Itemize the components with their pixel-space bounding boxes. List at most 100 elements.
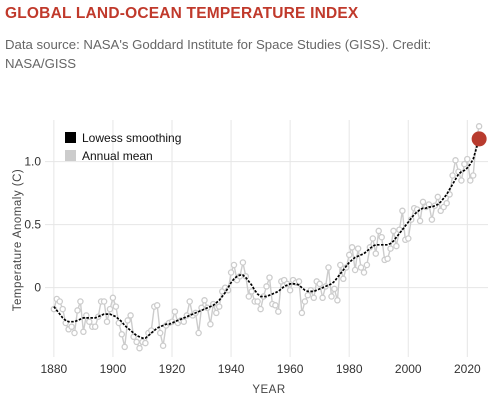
annual-mean-point[interactable] [103,318,111,325]
annual-mean-point[interactable] [340,275,347,283]
annual-mean-point[interactable] [83,312,90,319]
annual-mean-point[interactable] [80,328,87,336]
annual-mean-point[interactable] [443,199,450,207]
annual-mean-point[interactable] [434,193,442,201]
annual-mean-point[interactable] [304,291,312,299]
annual-mean-point[interactable] [86,318,93,325]
annual-mean-point[interactable] [121,343,128,351]
annual-mean-point[interactable] [77,298,84,305]
annual-mean-point[interactable] [127,312,134,319]
latest-value-marker[interactable] [471,131,487,147]
annual-mean-point[interactable] [275,308,282,315]
legend-label-smoothing: Lowess smoothing [82,131,181,145]
annual-mean-point[interactable] [118,331,126,338]
legend-swatch-annual[interactable] [65,150,76,161]
annual-mean-point[interactable] [74,307,81,314]
annual-mean-point[interactable] [248,288,255,295]
annual-mean-point[interactable] [180,318,188,325]
annual-mean-point[interactable] [156,329,164,337]
annual-mean-point[interactable] [354,245,362,252]
annual-mean-point[interactable] [325,264,332,271]
annual-mean-point[interactable] [345,251,353,259]
annual-mean-point[interactable] [91,323,99,330]
annual-mean-point[interactable] [316,280,323,288]
annual-mean-point[interactable] [71,329,78,337]
x-tick-label: 1940 [218,362,245,376]
annual-mean-point[interactable] [195,329,202,337]
annual-mean-point[interactable] [461,160,468,168]
annual-mean-point[interactable] [372,250,380,257]
annual-mean-point[interactable] [68,323,75,330]
annual-mean-point[interactable] [393,242,400,250]
annual-mean-point[interactable] [301,298,309,305]
annual-mean-point[interactable] [263,283,270,290]
legend-swatch-smoothing[interactable] [65,132,76,143]
annual-mean-point[interactable] [257,305,264,313]
annual-mean-point[interactable] [475,123,483,130]
annual-mean-point[interactable] [210,300,217,308]
annual-mean-point[interactable] [467,177,474,184]
annual-mean-point[interactable] [112,303,120,310]
annual-mean-point[interactable] [334,297,341,304]
annual-mean-point[interactable] [351,266,359,274]
annual-mean-point[interactable] [186,298,193,305]
annual-mean-point[interactable] [452,157,459,164]
annual-mean-point[interactable] [266,274,273,281]
annual-mean-point[interactable] [207,320,214,328]
annual-mean-point[interactable] [405,235,412,242]
annual-mean-point[interactable] [115,319,123,327]
y-tick-label: 0 [34,281,41,295]
annual-mean-point[interactable] [331,285,338,293]
annual-mean-point[interactable] [201,297,208,304]
annual-mean-point[interactable] [337,261,344,269]
annual-mean-point[interactable] [130,333,137,341]
annual-mean-point[interactable] [399,207,406,215]
annual-mean-point[interactable] [159,342,167,349]
annual-mean-point[interactable] [59,305,66,313]
annual-mean-point[interactable] [109,294,117,302]
annual-mean-point[interactable] [390,227,397,235]
annual-mean-point[interactable] [171,308,179,315]
annual-mean-point[interactable] [215,303,223,310]
annual-mean-point[interactable] [295,278,303,285]
annual-mean-point[interactable] [272,302,279,309]
annual-mean-point[interactable] [375,227,382,235]
annual-mean-point[interactable] [310,294,318,302]
annual-mean-point[interactable] [230,261,238,269]
annual-mean-point[interactable] [419,198,427,206]
annual-mean-point[interactable] [319,294,326,302]
annual-mean-point[interactable] [56,298,64,305]
annual-mean-point[interactable] [428,216,436,223]
annual-mean-point[interactable] [100,298,108,305]
annual-mean-point[interactable] [286,286,294,294]
annual-mean-point[interactable] [239,259,247,266]
annual-mean-point[interactable] [360,269,368,276]
annual-mean-point[interactable] [142,339,149,347]
annual-mean-point[interactable] [245,293,253,300]
annual-mean-point[interactable] [136,344,143,352]
annual-mean-point[interactable] [357,264,365,271]
x-tick-label: 1980 [336,362,363,376]
annual-mean-point[interactable] [213,309,220,317]
annual-mean-point[interactable] [416,217,424,225]
annual-mean-point[interactable] [106,305,114,313]
annual-mean-point[interactable] [133,338,140,346]
annual-mean-point[interactable] [124,317,131,324]
annual-mean-point[interactable] [298,309,306,317]
annual-mean-point[interactable] [348,244,356,251]
annual-mean-point[interactable] [369,235,377,242]
annual-mean-point[interactable] [328,293,335,300]
annual-mean-point[interactable] [464,155,471,163]
annual-mean-point[interactable] [378,233,385,241]
annual-mean-point[interactable] [153,302,161,309]
annual-mean-point[interactable] [449,172,456,179]
annual-mean-point[interactable] [363,261,371,269]
annual-mean-point[interactable] [254,298,261,305]
annual-mean-point[interactable] [227,269,235,276]
annual-mean-point[interactable] [387,245,394,252]
annual-mean-point[interactable] [469,172,477,179]
annual-mean-point[interactable] [384,255,391,262]
data-source-text: Data source: NASA's Goddard Institute fo… [5,37,432,71]
annual-mean-point[interactable] [458,177,465,184]
